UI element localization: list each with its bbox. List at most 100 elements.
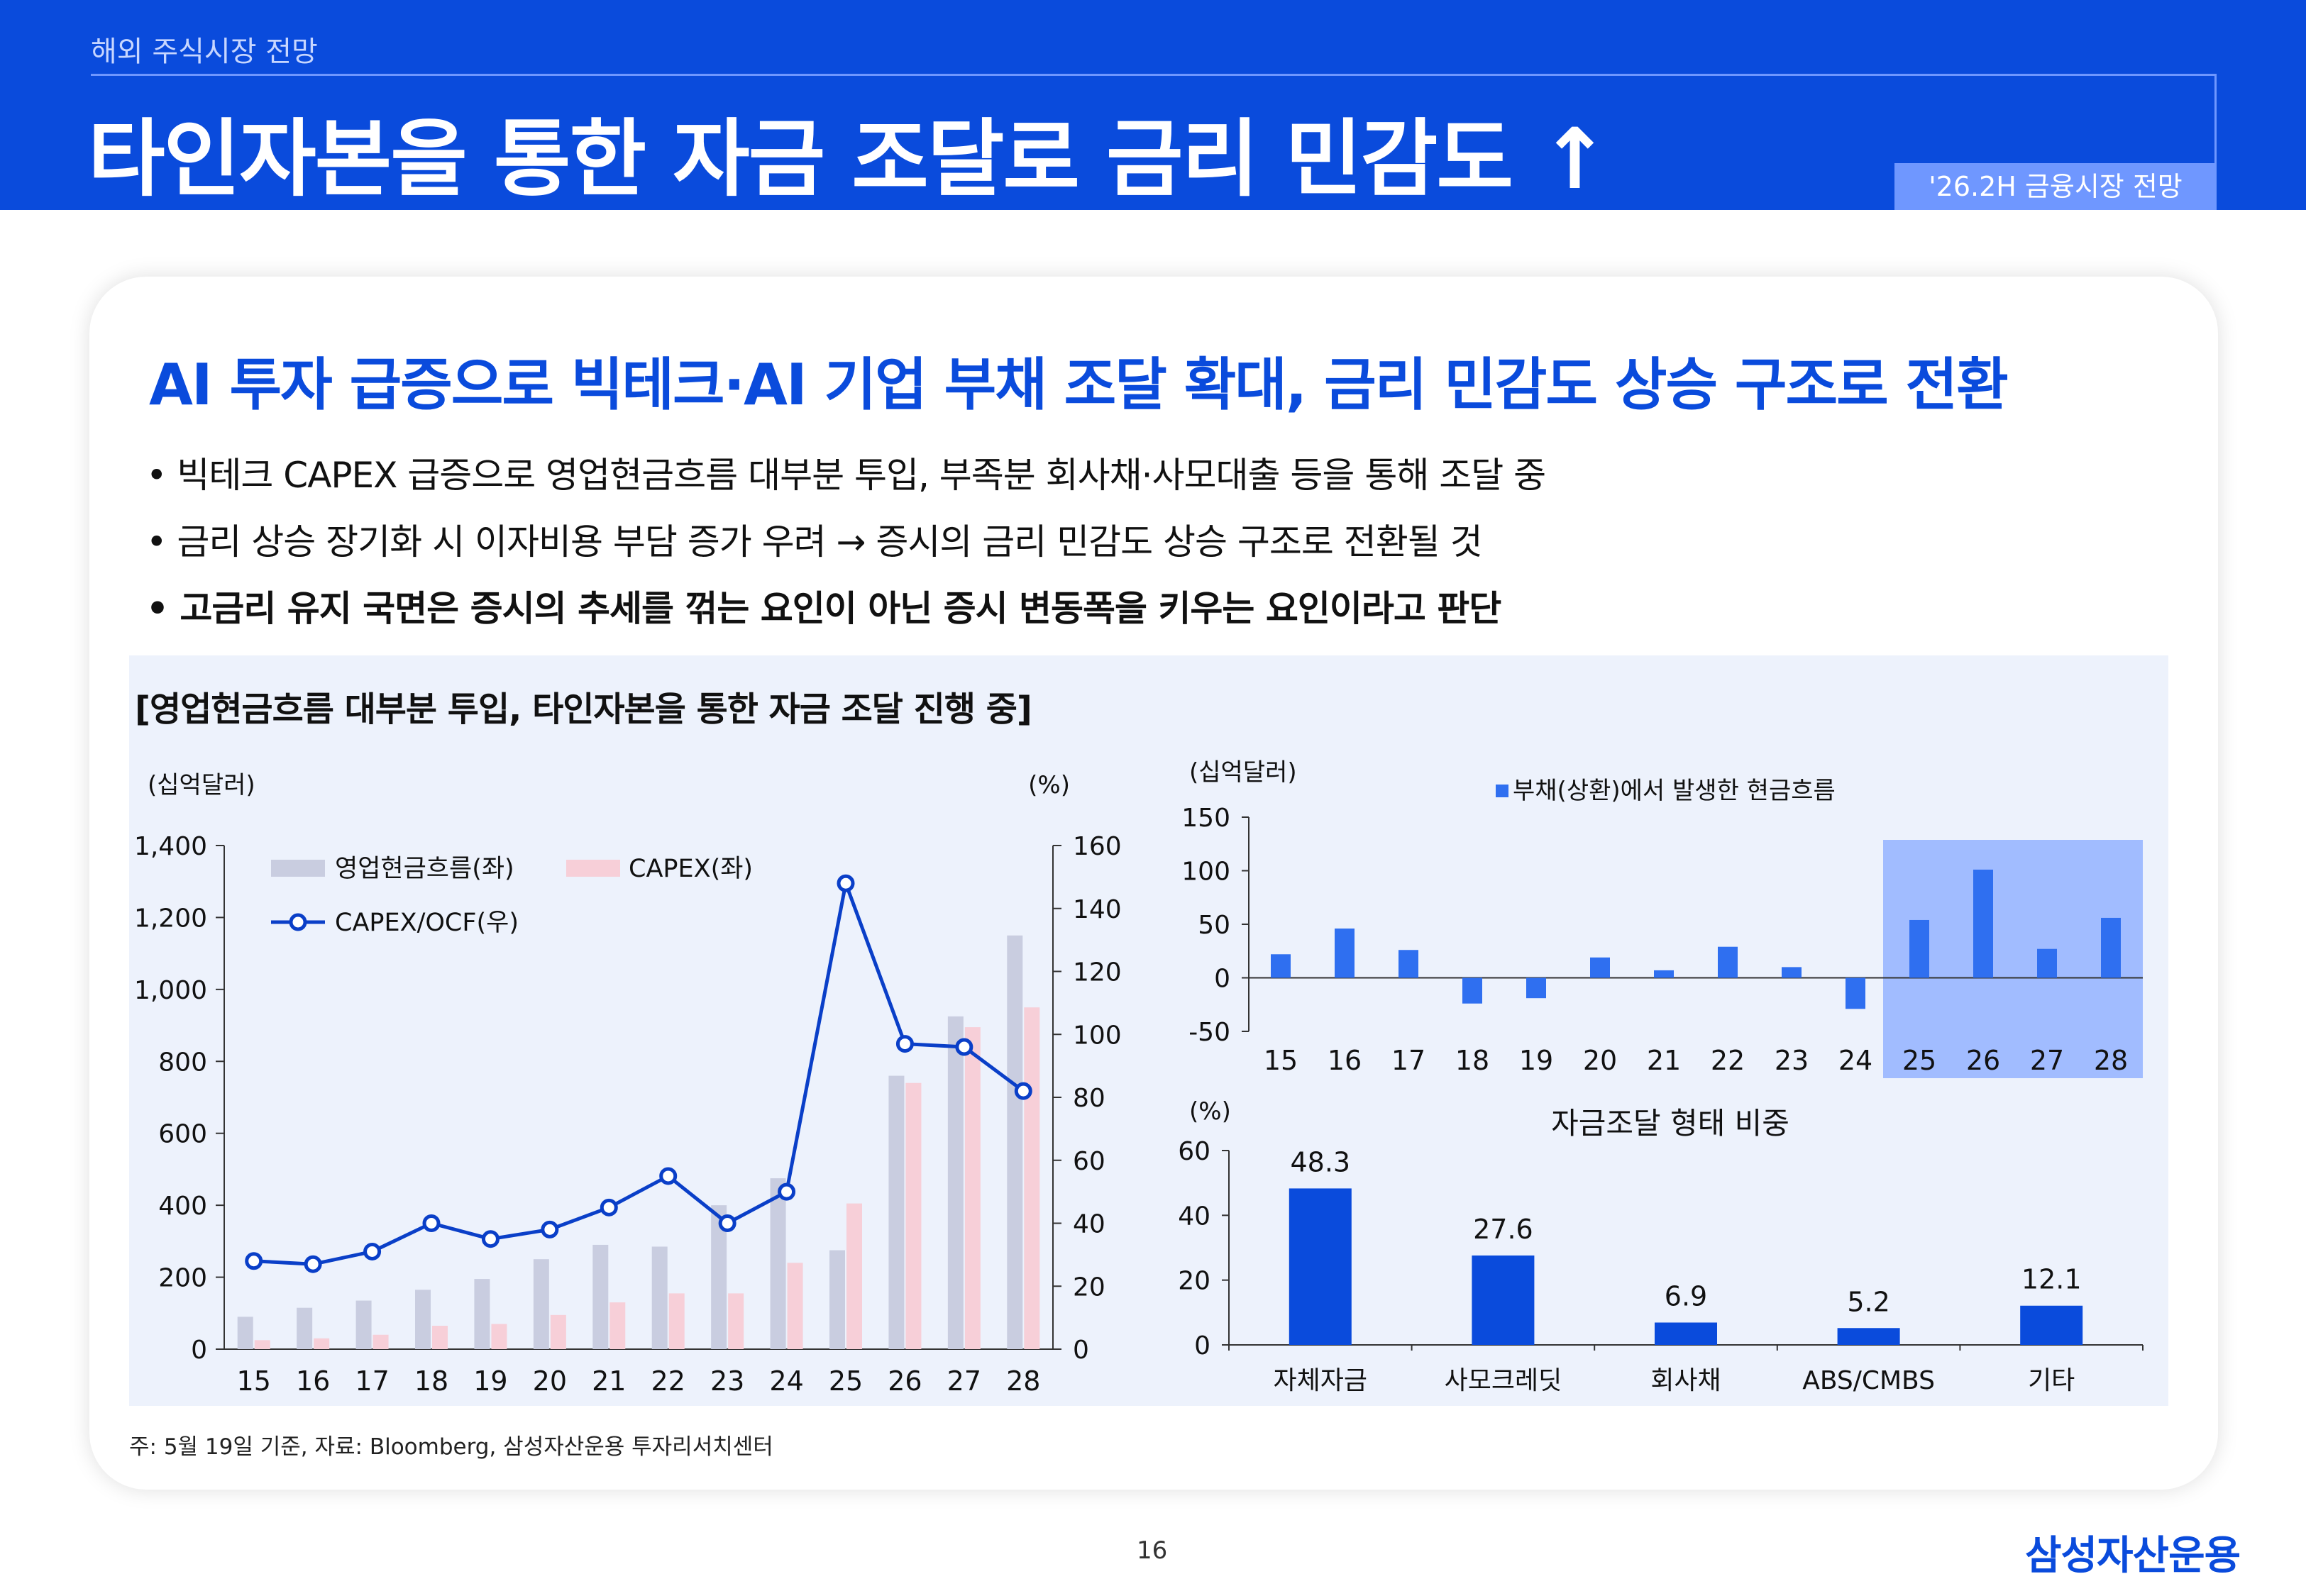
x-tick-label: 15: [1264, 1045, 1298, 1076]
funding-value-label: 5.2: [1847, 1286, 1890, 1317]
x-tick-label: 회사채: [1650, 1366, 1721, 1395]
legend-swatch: [1496, 785, 1508, 797]
ocf-bar: [297, 1307, 313, 1349]
x-tick-label: 16: [296, 1365, 330, 1397]
ocf-bar: [651, 1246, 668, 1349]
right-tick-label: 120: [1073, 958, 1122, 987]
debt-cashflow-bar: [1271, 954, 1291, 978]
debt-cashflow-bar: [2037, 948, 2057, 978]
legend-swatch-ratio-marker: [289, 913, 307, 931]
ratio-point: [422, 1214, 441, 1232]
capex-bar: [846, 1203, 862, 1349]
ocf-bar: [770, 1178, 786, 1349]
ratio-point: [955, 1038, 973, 1056]
legend-label-ratio: CAPEX/OCF(우): [335, 909, 519, 937]
chart-panel: [129, 655, 2168, 1406]
right-tick-label: 60: [1073, 1147, 1105, 1176]
x-tick-label: 19: [473, 1365, 507, 1397]
capex-bar: [314, 1338, 330, 1349]
debt-cashflow-bar: [1462, 977, 1482, 1004]
ratio-point: [895, 1035, 914, 1053]
ocf-bar: [355, 1300, 372, 1349]
ocf-bar: [711, 1205, 727, 1349]
ocf-bar: [592, 1244, 609, 1349]
bullet-3: • 고금리 유지 국면은 증시의 추세를 꺾는 요인이 아닌 증시 변동폭을 키…: [146, 588, 1501, 629]
left-tick-label: 0: [191, 1336, 207, 1365]
debt-cashflow-bar: [1973, 869, 1993, 978]
funding-value-label: 12.1: [2021, 1264, 2082, 1295]
ocf-bar: [1007, 935, 1023, 1349]
x-tick-label: 22: [1711, 1045, 1745, 1076]
y-tick-label: 0: [1214, 965, 1230, 994]
ratio-point: [363, 1242, 382, 1260]
ratio-point: [1014, 1082, 1032, 1100]
right-tick-label: 140: [1073, 895, 1122, 924]
left-tick-label: 1,400: [134, 832, 207, 861]
source-note: 주: 5월 19일 기준, 자료: Bloomberg, 삼성자산운용 투자리서…: [129, 1434, 773, 1460]
x-tick-label: 사모크레딧: [1445, 1366, 1562, 1395]
company-logo: 삼성자산운용: [2025, 1533, 2241, 1579]
header-rule: [91, 74, 2215, 76]
x-tick-label: 28: [2094, 1045, 2128, 1076]
debt-cashflow-bar: [1654, 970, 1674, 978]
section-label: 해외 주식시장 전망: [91, 35, 318, 68]
y-tick-label: -50: [1188, 1018, 1230, 1047]
legend-label-ocf: 영업현금흐름(좌): [335, 855, 514, 883]
right-tick-label: 40: [1073, 1210, 1105, 1239]
ratio-line: [253, 876, 1025, 1266]
x-tick-label: 23: [1775, 1045, 1809, 1076]
ocf-bar: [474, 1279, 490, 1349]
x-tick-label: 21: [1647, 1045, 1681, 1076]
funding-bar: [1837, 1328, 1900, 1345]
x-tick-label: 18: [414, 1365, 448, 1397]
capex-bar: [668, 1293, 685, 1349]
funding-bar: [2020, 1305, 2083, 1345]
chart-title: 자금조달 형태 비중: [1551, 1106, 1789, 1141]
capex-bar: [609, 1302, 626, 1349]
report-tag: '26.2H 금융시장 전망: [1894, 163, 2217, 210]
ocf-bar: [533, 1259, 549, 1349]
ratio-point: [600, 1198, 618, 1217]
capex-bar: [905, 1082, 922, 1349]
x-tick-label: 27: [947, 1365, 981, 1397]
right-tick-label: 20: [1073, 1273, 1105, 1302]
y-tick-label: 20: [1178, 1267, 1210, 1296]
x-tick-label: 17: [355, 1365, 389, 1397]
ratio-point: [837, 874, 855, 892]
x-tick-label: ABS/CMBS: [1802, 1366, 1935, 1395]
x-tick-label: 25: [1902, 1045, 1936, 1076]
debt-cashflow-bar: [1846, 977, 1865, 1009]
x-tick-label: 15: [237, 1365, 271, 1397]
debt-cashflow-bar: [1590, 957, 1610, 978]
left-tick-label: 1,200: [134, 904, 207, 933]
funding-value-label: 48.3: [1290, 1146, 1350, 1177]
ratio-point: [778, 1182, 796, 1201]
x-tick-label: 16: [1328, 1045, 1362, 1076]
left-tick-label: 400: [158, 1192, 207, 1221]
chart-panel-title: [영업현금흐름 대부분 투입, 타인자본을 통한 자금 조달 진행 중]: [135, 689, 1032, 729]
y-tick-label: 60: [1178, 1137, 1210, 1166]
ratio-point: [659, 1167, 678, 1185]
capex-bar: [373, 1334, 389, 1349]
capex-bar: [1024, 1007, 1040, 1349]
x-tick-label: 25: [829, 1365, 863, 1397]
page-title: 타인자본을 통한 자금 조달로 금리 민감도 ↑: [88, 110, 1610, 208]
ratio-point: [541, 1220, 559, 1238]
x-tick-label: 26: [888, 1365, 922, 1397]
debt-cashflow-bar: [1718, 946, 1738, 978]
funding-bar: [1655, 1322, 1717, 1345]
header-rule-vertical: [2214, 74, 2217, 163]
bullet-2: • 금리 상승 장기화 시 이자비용 부담 증가 우려 → 증시의 금리 민감도…: [146, 521, 1483, 563]
x-tick-label: 18: [1455, 1045, 1489, 1076]
capex-bar: [964, 1027, 981, 1349]
x-tick-label: 26: [1966, 1045, 2000, 1076]
page-number: 16: [1137, 1536, 1168, 1565]
x-tick-label: 20: [533, 1365, 567, 1397]
y-tick-label: 100: [1181, 858, 1230, 887]
y-axis-unit: (%): [1189, 1097, 1231, 1126]
right-tick-label: 0: [1073, 1336, 1089, 1365]
funding-bar: [1472, 1255, 1535, 1345]
debt-cashflow-bar: [1782, 967, 1802, 978]
left-axis-unit: (십억달러): [148, 771, 255, 799]
y-tick-label: 40: [1178, 1202, 1210, 1231]
